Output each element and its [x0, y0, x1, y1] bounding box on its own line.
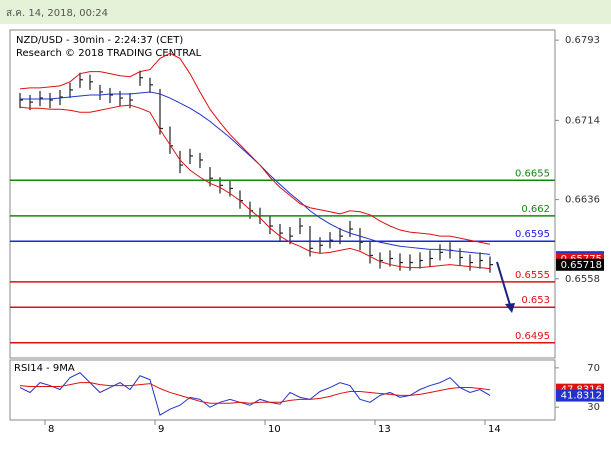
price-tag — [556, 389, 604, 402]
y-tick-label: 30 — [587, 402, 600, 413]
chart-subtitle: Research © 2018 TRADING CENTRAL — [16, 48, 202, 59]
y-tick-label: 0.6714 — [565, 115, 600, 126]
x-tick-label: 14 — [488, 424, 501, 435]
y-tick-label: 0.6793 — [565, 35, 600, 46]
arrow-head — [505, 303, 515, 313]
series-line — [19, 52, 491, 245]
y-tick-label: 70 — [587, 363, 600, 374]
price-tag-label: 0.65718 — [561, 260, 602, 271]
forecast-arrow — [496, 261, 511, 306]
top-bar — [0, 0, 611, 24]
level-label: 0.6595 — [515, 229, 550, 240]
x-tick-label: 13 — [378, 424, 391, 435]
level-label: 0.6495 — [515, 331, 550, 342]
level-label: 0.653 — [521, 295, 550, 306]
price-tag-label: 41.8312 — [561, 391, 602, 402]
level-label: 0.662 — [521, 204, 550, 215]
series-line — [19, 382, 491, 404]
price-panel — [9, 29, 556, 359]
rsi-panel — [9, 359, 556, 421]
rsi-title: RSI14 - 9MA — [14, 363, 75, 374]
price-tag — [556, 258, 604, 271]
chart-title: NZD/USD - 30min - 2:24:37 (CET) — [16, 35, 183, 46]
level-label: 0.6655 — [515, 168, 550, 179]
date-header: ส.ค. 14, 2018, 00:24 — [6, 8, 108, 19]
x-tick-label: 10 — [268, 424, 281, 435]
level-label: 0.6555 — [515, 270, 550, 281]
y-tick-label: 0.6636 — [565, 195, 600, 206]
y-tick-label: 0.6558 — [565, 274, 600, 285]
x-tick-label: 9 — [158, 424, 164, 435]
series-line — [19, 104, 491, 270]
x-tick-label: 8 — [48, 424, 54, 435]
